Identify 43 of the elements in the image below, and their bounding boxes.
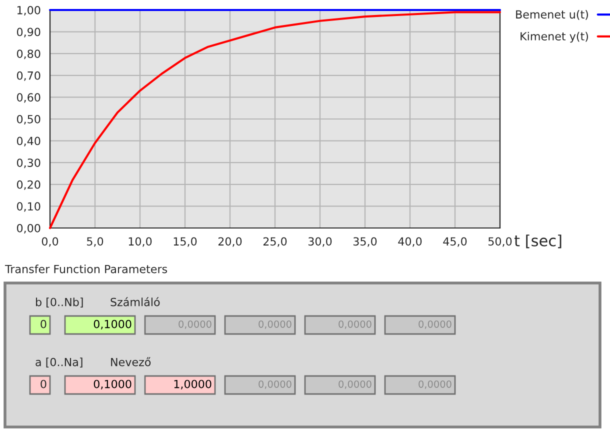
y-tick-label: 0,90 [16, 28, 40, 38]
text: b [0..Nb] [36, 298, 83, 308]
y-tick-label: 0,50 [16, 114, 40, 125]
text: Nevező [111, 357, 151, 366]
y-tick-label: 0,00 [16, 224, 40, 234]
legend-label: Kimenet y(t) [520, 32, 588, 43]
y-tick-label: 0,70 [16, 71, 40, 81]
text: Transfer Function Parameters [4, 264, 168, 274]
y-tick-label: 0,80 [16, 50, 40, 60]
x-tick-label: 45,0 [443, 237, 467, 247]
text: 0,1000 [94, 380, 132, 390]
x-tick-label: 15,0 [174, 237, 197, 247]
x-tick-label: 5,0 [87, 237, 104, 247]
x-axis-title: t [sec] [514, 234, 562, 248]
text: 0,0000 [418, 320, 452, 329]
x-tick-label: 50,0 [488, 237, 512, 247]
x-tick-label: 30,0 [308, 237, 332, 247]
text: a [0..Na] [36, 358, 82, 368]
x-tick-label: 40,0 [398, 237, 422, 247]
x-tick-label: 35,0 [353, 237, 377, 247]
y-tick-label: 0,30 [16, 158, 40, 168]
line-series [48, 11, 502, 230]
text: 0,0000 [418, 380, 452, 389]
text: Számláló [110, 297, 160, 306]
text: 1,0000 [174, 380, 212, 390]
y-tick-label: 0,10 [16, 202, 40, 212]
x-tick-label: 20,0 [218, 237, 242, 247]
legend-label: Bemenet u(t) [516, 10, 588, 20]
text: 0 [40, 380, 46, 388]
x-tick-label: 0,0 [42, 237, 58, 247]
y-tick-label: 0,60 [16, 93, 40, 103]
text: 0 [40, 320, 46, 328]
y-tick-label: 0,20 [16, 180, 40, 190]
text: 0,1000 [94, 320, 132, 330]
x-tick-label: 10,0 [128, 237, 152, 247]
x-tick-label: 25,0 [263, 237, 287, 247]
y-tick-label: 1,00 [17, 6, 40, 16]
text: 0,0000 [258, 380, 292, 389]
text: 0,0000 [178, 320, 212, 329]
y-tick-label: 0,40 [16, 136, 40, 146]
text: 0,0000 [258, 320, 292, 329]
text: 0,0000 [338, 380, 372, 389]
text: 0,0000 [338, 320, 372, 329]
